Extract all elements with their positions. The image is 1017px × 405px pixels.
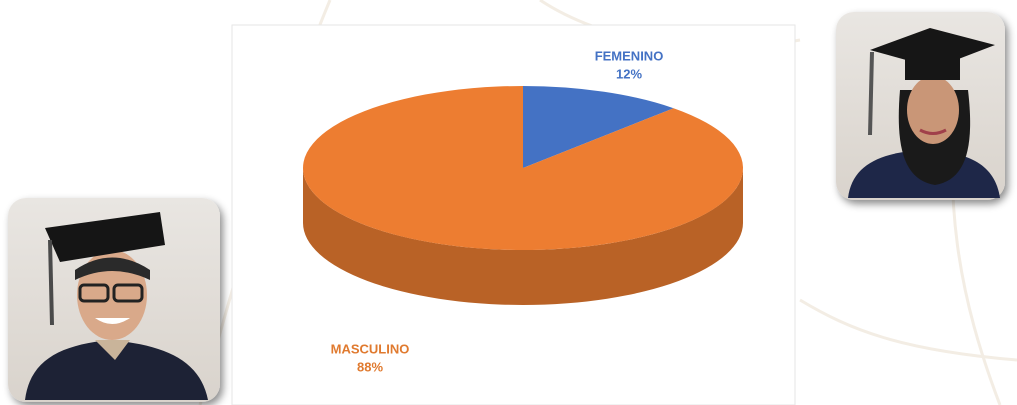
slide: FEMENINO 12% MASCULINO 88% [0, 0, 1017, 405]
category-label: FEMENINO [595, 48, 664, 63]
value-label: 88% [357, 359, 383, 374]
category-label: MASCULINO [331, 341, 410, 356]
value-label: 12% [616, 66, 642, 81]
pie-chart [303, 86, 743, 305]
pie-slice [303, 86, 743, 250]
